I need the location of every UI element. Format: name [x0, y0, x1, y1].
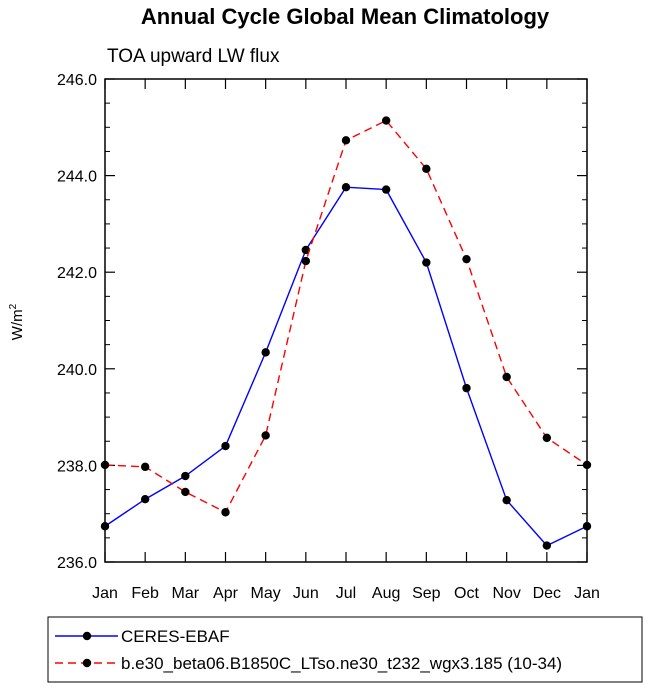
series-layer	[100, 116, 592, 550]
y-axis-label-main: W/m	[9, 309, 26, 340]
series-line-1	[104, 186, 588, 547]
plot-axes: 236.0 238.0 240.0 242.0 244.0 246.0 Jan Feb Mar A…	[57, 72, 600, 602]
legend-marker-1	[82, 631, 92, 641]
x-tick-label: Jul	[336, 585, 356, 602]
y-tick-label: 244.0	[57, 169, 97, 186]
y-axis-label: W/m2	[8, 303, 26, 340]
series-2-point	[422, 164, 431, 174]
series-2-point	[261, 431, 270, 440]
series-line-2	[104, 119, 588, 514]
x-tick-label: Jun	[293, 585, 319, 602]
y-axis-label-superscript: 2	[8, 303, 19, 309]
series-1-point	[462, 383, 471, 393]
x-tick-label: Dec	[533, 585, 561, 602]
series-1-point	[221, 441, 230, 451]
series-2-point	[462, 254, 471, 264]
x-tick-label: Apr	[213, 585, 239, 602]
legend-label-2: b.e30_beta06.B1850C_LTso.ne30_t232_wgx3.…	[121, 654, 562, 673]
series-2-point	[341, 136, 351, 145]
x-tick-label: Sep	[412, 585, 441, 602]
x-tick-label: Mar	[172, 585, 200, 602]
x-tick-label: Nov	[492, 585, 520, 602]
series-1-point	[261, 348, 270, 357]
x-tick-label: Jan	[92, 585, 118, 602]
series-1-point	[502, 495, 511, 505]
legend-label-1: CERES-EBAF	[121, 627, 230, 646]
series-2-point	[502, 372, 511, 382]
series-2-point	[301, 256, 311, 266]
series-1-point	[422, 258, 431, 267]
series-2-point	[221, 508, 230, 517]
y-tick-label: 236.0	[57, 555, 97, 572]
series-2-point	[542, 433, 552, 443]
legend-box	[47, 616, 643, 683]
x-tick-label: Aug	[372, 585, 400, 602]
series-1-point	[542, 541, 552, 550]
series-1-point	[140, 495, 150, 504]
legend: CERES-EBAF b.e30_beta06.B1850C_LTso.ne30_…	[47, 616, 643, 683]
chart-subtitle: TOA upward LW flux	[107, 46, 280, 67]
legend-marker-2	[82, 658, 92, 668]
x-tick-label: Oct	[454, 585, 479, 602]
series-1-point	[381, 185, 391, 194]
series-1-point	[181, 471, 190, 481]
y-tick-label: 240.0	[57, 362, 97, 379]
x-tick-label: Feb	[131, 585, 159, 602]
chart-title: Annual Cycle Global Mean Climatology	[141, 4, 550, 29]
x-tick-label: May	[251, 585, 281, 602]
y-tick-label: 242.0	[57, 265, 97, 282]
plot-frame	[104, 78, 588, 563]
series-1-point	[301, 245, 311, 255]
x-tick-label: Jan	[574, 585, 600, 602]
series-2-point	[181, 487, 190, 497]
series-2-point	[381, 116, 391, 125]
y-tick-label: 238.0	[57, 458, 97, 475]
series-2-point	[140, 462, 150, 472]
y-tick-label: 246.0	[57, 72, 97, 89]
series-1-point	[341, 182, 351, 192]
